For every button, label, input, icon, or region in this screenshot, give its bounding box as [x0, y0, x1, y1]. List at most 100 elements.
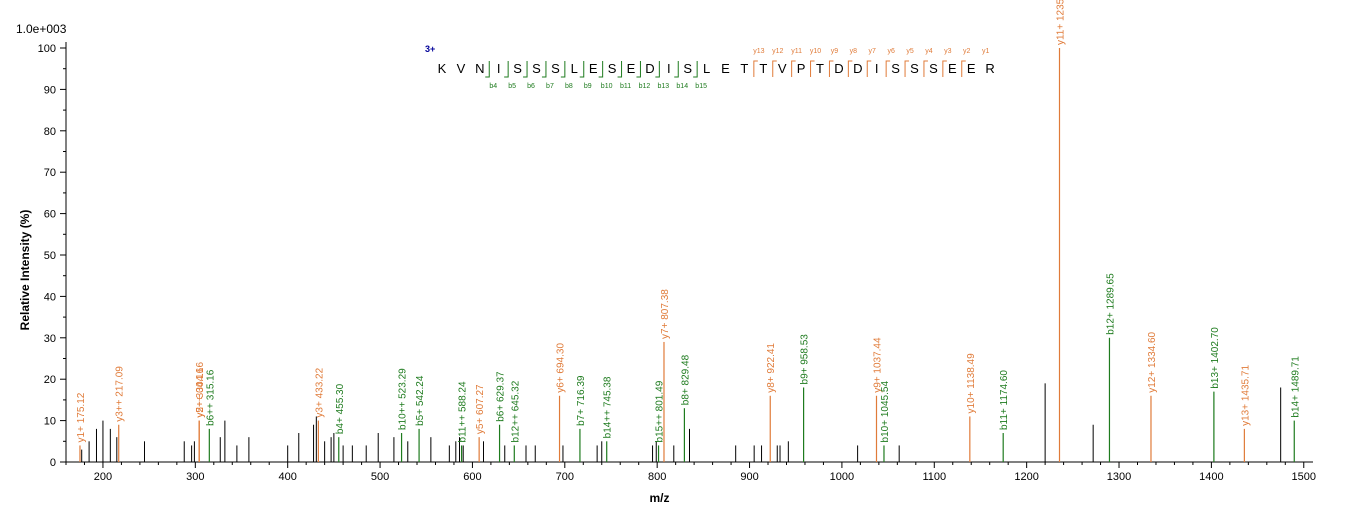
- b-ion-index-label: b15: [695, 83, 707, 90]
- y-cleavage-marker: [885, 60, 891, 77]
- b-ion-index-label: b14: [676, 83, 688, 90]
- y-ion-index-label: y1: [982, 48, 990, 55]
- sequence-residue: S: [929, 61, 938, 76]
- y-cleavage-marker: [791, 60, 796, 77]
- sequence-residue: I: [667, 61, 671, 76]
- x-tick-label: 400: [279, 471, 297, 483]
- b-ion-peak-label: b12++ 645.32: [510, 380, 521, 442]
- x-tick-label: 1400: [1199, 471, 1223, 483]
- y-cleavage-marker: [961, 60, 966, 77]
- x-tick-label: 1100: [922, 471, 946, 483]
- y-ion-peak-label: y10+ 1138.49: [966, 353, 977, 414]
- x-tick-label: 200: [94, 471, 112, 483]
- b-cleavage-marker: [485, 61, 490, 78]
- x-tick-label: 500: [371, 471, 389, 483]
- b-ion-peak-label: b5+ 542.24: [415, 375, 426, 426]
- sequence-residue: S: [532, 61, 541, 76]
- b-ion-peak-label: b6+ 629.37: [496, 371, 507, 422]
- y-cleavage-marker: [772, 60, 777, 77]
- sequence-residue: E: [967, 61, 976, 76]
- b-ion-index-label: b10: [601, 83, 613, 90]
- sequence-residue: E: [721, 61, 730, 76]
- sequence-residue: I: [497, 61, 501, 76]
- y-ion-index-label: y6: [887, 48, 895, 55]
- x-tick-label: 1200: [1014, 471, 1038, 483]
- y-tick-label: 80: [44, 126, 56, 138]
- sequence-residue: D: [853, 61, 862, 76]
- intensity-scale-label: 1.0e+003: [16, 22, 67, 36]
- y-tick-label: 20: [44, 374, 56, 386]
- y-ion-peak-label: y7+ 807.38: [660, 289, 671, 339]
- sequence-residue: D: [834, 61, 843, 76]
- y-ion-peak-label: y3++ 217.09: [115, 366, 126, 422]
- y-cleavage-marker: [866, 60, 872, 77]
- b-ion-peak-label: b11+ 1174.60: [999, 370, 1010, 430]
- b-cleavage-marker: [693, 61, 698, 78]
- sequence-residue: T: [740, 61, 748, 76]
- sequence-residue: P: [797, 61, 806, 76]
- x-tick-label: 600: [463, 471, 481, 483]
- y-ion-index-label: y8: [850, 48, 858, 55]
- b-cleavage-marker: [598, 61, 604, 78]
- b-ion-peak-label: b6++ 315.16: [205, 369, 216, 426]
- b-cleavage-marker: [560, 61, 566, 78]
- b-ion-index-label: b8: [565, 83, 573, 90]
- y-axis-title: Relative Intensity (%): [18, 210, 32, 331]
- y-ion-index-label: y4: [925, 48, 933, 55]
- b-cleavage-marker: [636, 61, 641, 78]
- b-ion-peak-label: b14++ 745.38: [603, 376, 614, 438]
- y-tick-label: 90: [44, 84, 56, 96]
- y-ion-peak-label: y12+ 1334.60: [1147, 331, 1158, 392]
- y-cleavage-marker: [847, 60, 853, 77]
- y-tick-label: 0: [50, 457, 56, 469]
- y-ion-peak-label: y5++ 304.16: [195, 362, 206, 418]
- y-tick-label: 60: [44, 209, 56, 221]
- sequence-residue: S: [513, 61, 522, 76]
- y-ion-index-label: y9: [831, 48, 839, 55]
- y-ion-index-label: y11: [791, 48, 802, 55]
- b-cleavage-marker: [504, 61, 509, 78]
- y-ion-index-label: y5: [906, 48, 914, 55]
- x-tick-label: 700: [556, 471, 574, 483]
- x-tick-label: 1500: [1292, 471, 1316, 483]
- sequence-residue: S: [551, 61, 560, 76]
- b-ion-index-label: b4: [489, 83, 497, 90]
- y-cleavage-marker: [942, 60, 947, 77]
- sequence-residue: S: [608, 61, 617, 76]
- b-ion-peak-label: b11++ 588.24: [458, 381, 469, 442]
- b-cleavage-marker: [617, 61, 623, 78]
- sequence-residue: N: [475, 61, 484, 76]
- y-ion-index-label: y3: [944, 48, 952, 55]
- sequence-residue: E: [589, 61, 598, 76]
- y-ion-peak-label: y8+ 922.41: [766, 343, 777, 393]
- sequence-residue: L: [703, 61, 710, 76]
- b-cleavage-marker: [541, 61, 547, 78]
- precursor-charge: 3+: [425, 44, 435, 54]
- y-tick-label: 10: [44, 416, 56, 428]
- y-ion-index-label: y2: [963, 48, 971, 55]
- y-cleavage-marker: [753, 60, 758, 77]
- sequence-residue: V: [457, 61, 466, 76]
- y-ion-peak-label: y5+ 607.27: [475, 384, 486, 434]
- sequence-residue: E: [627, 61, 636, 76]
- b-cleavage-marker: [523, 61, 528, 78]
- sequence-residue: T: [816, 61, 824, 76]
- y-tick-label: 40: [44, 291, 56, 303]
- y-tick-label: 50: [44, 250, 56, 262]
- b-ion-peak-label: b15++ 801.49: [655, 380, 666, 442]
- y-ion-index-label: y13: [753, 48, 764, 55]
- sequence-residue: D: [645, 61, 654, 76]
- x-tick-label: 1300: [1107, 471, 1131, 483]
- y-ion-peak-label: y13+ 1435.71: [1240, 365, 1251, 426]
- b-ion-peak-label: b14+ 1489.71: [1290, 356, 1301, 418]
- sequence-residue: E: [948, 61, 957, 76]
- sequence-residue: V: [778, 61, 787, 76]
- sequence-residue: S: [683, 61, 692, 76]
- y-tick-label: 100: [38, 43, 56, 55]
- y-ion-index-label: y10: [810, 48, 821, 55]
- b-ion-peak-label: b4+ 455.30: [335, 383, 346, 434]
- y-ion-index-label: y12: [772, 48, 783, 55]
- b-cleavage-marker: [579, 61, 585, 78]
- x-tick-label: 800: [648, 471, 666, 483]
